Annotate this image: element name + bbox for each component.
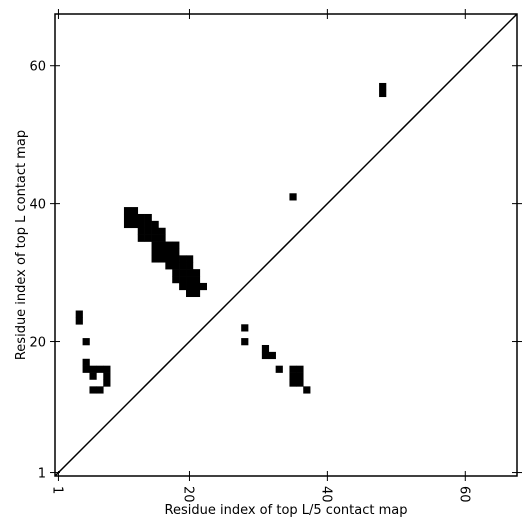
contact-cell [261, 344, 270, 353]
plot-frame [54, 13, 518, 477]
contact-cell [137, 213, 145, 222]
diagonal-line [54, 13, 518, 477]
contact-cell [172, 248, 180, 256]
contact-cell [103, 365, 111, 373]
contact-cell [179, 282, 187, 291]
contact-cell [158, 234, 166, 242]
contact-cell [151, 241, 159, 249]
contact-cell [144, 213, 152, 222]
contact-cell [275, 365, 283, 373]
x-tick-label: 20 [180, 486, 195, 503]
contact-cell [151, 234, 159, 242]
contact-cell [75, 317, 83, 325]
contact-cell [130, 213, 139, 222]
contact-cell [130, 207, 139, 215]
contact-cell [123, 207, 132, 215]
contact-cell [172, 241, 180, 249]
contact-cell [89, 365, 97, 373]
contact-cell [296, 379, 304, 387]
contact-cell [192, 269, 201, 277]
y-tick-label: 60 [29, 60, 46, 75]
contact-cell [186, 262, 194, 270]
contact-cell [172, 269, 180, 277]
contact-cell [268, 351, 276, 360]
contact-cell [165, 262, 173, 270]
contact-cell [289, 379, 297, 387]
contact-cell [151, 248, 159, 256]
x-axis-label: Residue index of top L/5 contact map [165, 503, 408, 518]
contact-cell [165, 248, 173, 256]
contact-cell [172, 276, 180, 284]
contact-cell [82, 365, 90, 373]
contact-cell [137, 234, 145, 242]
contact-cell [296, 365, 304, 373]
contact-cell [186, 282, 194, 291]
contact-cell [192, 282, 201, 291]
contact-cell [261, 351, 270, 360]
y-tick-label: 1 [38, 467, 46, 482]
contact-cell [289, 365, 297, 373]
contact-cell [144, 234, 152, 242]
contact-cell [123, 213, 132, 222]
contact-cell [158, 248, 166, 256]
contact-cell [151, 220, 159, 229]
contact-cell [123, 220, 132, 229]
contact-cell [179, 255, 187, 263]
contact-cell [199, 282, 208, 291]
contact-cell [158, 241, 166, 249]
contact-cell [172, 255, 180, 263]
contact-cell [179, 262, 187, 270]
contact-cell [179, 276, 187, 284]
x-tick-label: 60 [456, 486, 471, 503]
y-tick-label: 40 [29, 198, 46, 213]
contact-cell [186, 255, 194, 263]
contact-cell [75, 310, 83, 318]
contact-cell [192, 276, 201, 284]
contact-cell [82, 358, 90, 366]
contact-cell [186, 276, 194, 284]
contact-cell [172, 262, 180, 270]
contact-cell [192, 289, 201, 298]
contact-cell [165, 241, 173, 249]
contact-cell [186, 289, 194, 298]
contact-cell [137, 220, 145, 229]
contact-cell [241, 338, 249, 346]
contact-cell [289, 193, 297, 201]
contact-cell [103, 379, 111, 387]
contact-cell [165, 255, 173, 263]
contact-cell [144, 220, 152, 229]
contact-cell [289, 372, 297, 380]
contact-cell [303, 386, 311, 394]
contact-cell [96, 365, 104, 373]
contact-cell [151, 255, 159, 263]
contact-cell [144, 227, 152, 235]
contact-cell [82, 338, 90, 346]
contact-cell [179, 269, 187, 277]
x-tick-label: 40 [318, 486, 333, 503]
contact-cell [296, 372, 304, 380]
contact-cell [137, 227, 145, 235]
contact-cell [186, 269, 194, 277]
y-axis-label: Residue index of top L contact map [14, 130, 29, 360]
contact-cell [103, 372, 111, 380]
contact-cell [89, 386, 97, 394]
contact-cell [151, 227, 159, 235]
y-tick-label: 20 [29, 336, 46, 351]
x-tick-label: 1 [49, 486, 64, 494]
contact-cell [96, 386, 104, 394]
contact-cell [379, 89, 387, 98]
contact-cell [379, 82, 387, 91]
contact-cell [241, 324, 249, 332]
contact-cell [158, 227, 166, 235]
contact-cell [130, 220, 139, 229]
contact-cell [158, 255, 166, 263]
contact-cell [89, 372, 97, 380]
